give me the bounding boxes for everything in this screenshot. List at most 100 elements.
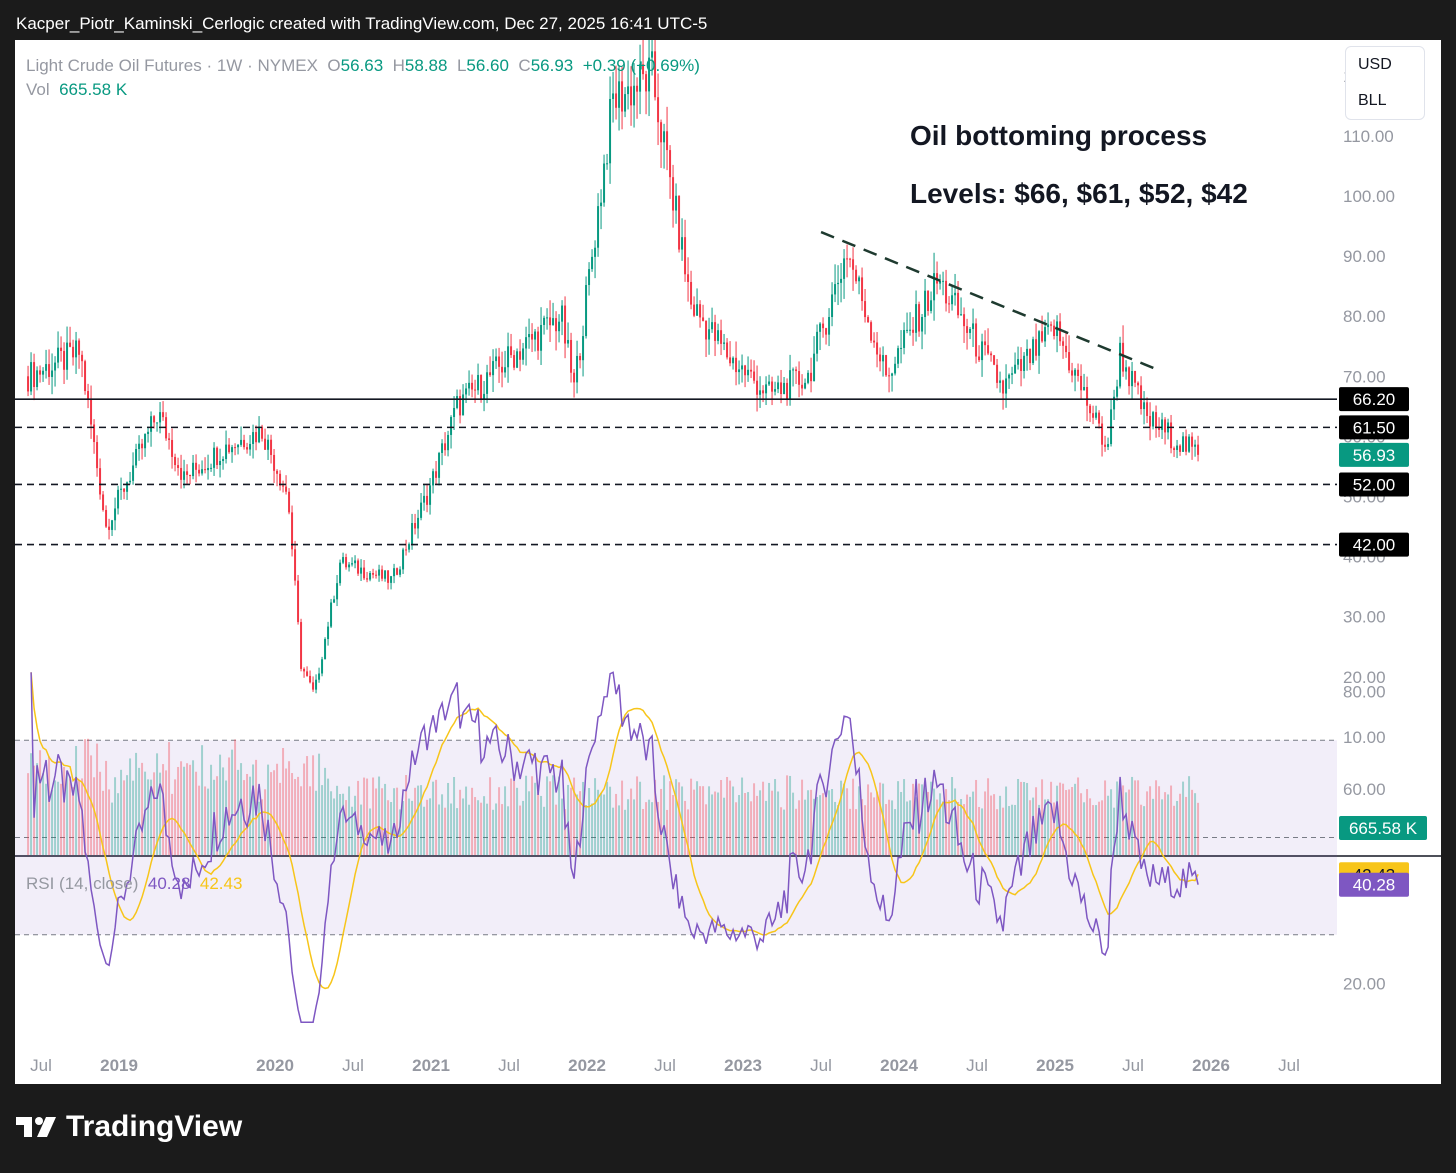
candle-body <box>1059 321 1062 342</box>
candle-body <box>678 195 681 250</box>
volume-bar <box>639 781 642 855</box>
candle-body <box>504 367 507 373</box>
volume-bar <box>891 800 894 855</box>
candle-body <box>342 557 345 563</box>
volume-bar <box>855 809 858 855</box>
volume-bar <box>1113 807 1116 855</box>
rsi-value-label-box <box>1339 872 1409 897</box>
candle-body <box>492 361 495 376</box>
candle-body <box>378 569 381 576</box>
candle-body <box>303 668 306 672</box>
volume-bar <box>45 783 48 855</box>
candle-body <box>195 462 198 470</box>
unit-label[interactable]: BLL <box>1358 92 1387 109</box>
high-label: H <box>392 56 405 75</box>
candle-body <box>627 86 630 95</box>
volume-bar <box>603 794 606 855</box>
candle-body <box>438 452 441 478</box>
candle-body <box>489 372 492 376</box>
candle-body <box>354 560 357 564</box>
volume-bar <box>1050 781 1053 855</box>
volume-bar <box>765 800 768 855</box>
candle-body <box>894 363 897 374</box>
candle-body <box>720 330 723 344</box>
candle-body <box>810 372 813 382</box>
candle-body <box>306 671 309 676</box>
candle-body <box>696 304 699 316</box>
volume-bar <box>1101 800 1104 855</box>
volume-bar <box>696 781 699 855</box>
volume-bar <box>546 776 549 855</box>
candle-body <box>663 131 666 143</box>
candle-body <box>90 398 93 425</box>
candle-body <box>501 366 504 373</box>
volume-bar <box>390 802 393 855</box>
volume-bar <box>720 780 723 855</box>
volume-bar <box>1062 783 1065 855</box>
candle-body <box>324 639 327 660</box>
candle-body <box>468 382 471 389</box>
candle-body <box>207 467 210 471</box>
volume-bar <box>363 777 366 855</box>
volume-bar <box>1059 782 1062 855</box>
rsi-value-label: 40.28 <box>1353 876 1396 895</box>
candle-body <box>63 350 66 370</box>
candle-body <box>885 355 888 376</box>
candle-body <box>714 322 717 341</box>
candle-body <box>180 467 183 480</box>
low-value: 56.60 <box>466 56 509 75</box>
candle-body <box>522 348 525 360</box>
candle-body <box>1047 324 1050 328</box>
low-label: L <box>456 56 467 75</box>
volume-bar <box>600 792 603 855</box>
candle-body <box>495 356 498 362</box>
candle-body <box>645 74 648 92</box>
candle-body <box>189 474 192 477</box>
candle-body <box>1143 402 1146 410</box>
candle-body <box>162 412 165 418</box>
candle-body <box>51 370 54 377</box>
candle-body <box>1008 374 1011 379</box>
volume-bar <box>423 806 426 855</box>
volume-bar <box>825 793 828 855</box>
volume-bar <box>426 799 429 855</box>
volume-bar <box>678 782 681 855</box>
volume-bar <box>279 782 282 855</box>
volume-bar <box>771 790 774 855</box>
candle-body <box>222 459 225 462</box>
volume-bar <box>909 800 912 855</box>
time-axis-tick: Jul <box>966 1056 988 1075</box>
volume-bar <box>531 776 534 855</box>
volume-bar <box>540 795 543 855</box>
volume-bar <box>411 800 414 855</box>
volume-bar <box>1005 786 1008 855</box>
volume-bar <box>27 773 30 855</box>
volume-bar <box>549 781 552 855</box>
volume-bar <box>198 785 201 855</box>
volume-bar <box>162 764 165 855</box>
currency-label[interactable]: USD <box>1358 56 1392 73</box>
volume-last-box <box>1339 816 1427 840</box>
currency-unit-selector[interactable]: USD BLL <box>1345 46 1425 120</box>
volume-bar <box>48 756 51 855</box>
volume-bar <box>339 794 342 855</box>
candle-body <box>780 382 783 395</box>
volume-bar <box>270 772 273 855</box>
candle-body <box>339 562 342 584</box>
volume-bar <box>147 779 150 855</box>
candle-body <box>48 364 51 377</box>
volume-bar <box>324 767 327 855</box>
candle-body <box>972 323 975 330</box>
volume-bar <box>528 791 531 855</box>
candle-body <box>813 353 816 382</box>
volume-bar <box>924 787 927 855</box>
candle-body <box>975 323 978 357</box>
volume-bar <box>843 783 846 855</box>
volume-bar <box>492 809 495 855</box>
volume-bar <box>432 781 435 855</box>
volume-bar <box>978 806 981 855</box>
volume-bar <box>1092 805 1095 855</box>
candle-body <box>462 394 465 416</box>
volume-bar <box>612 807 615 855</box>
time-axis-tick: Jul <box>1278 1056 1300 1075</box>
